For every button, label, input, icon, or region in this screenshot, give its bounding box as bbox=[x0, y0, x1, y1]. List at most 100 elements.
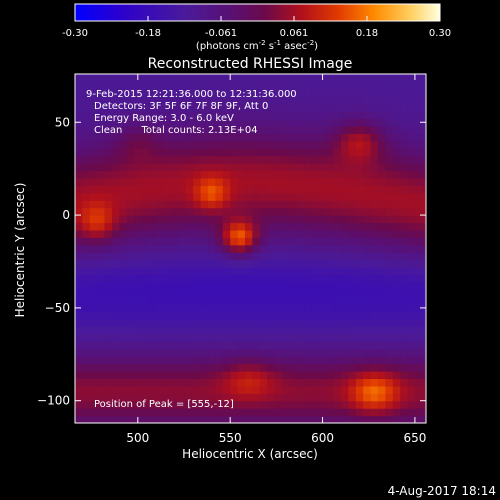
heatmap-cell bbox=[82, 304, 91, 313]
heatmap-cell bbox=[377, 274, 386, 283]
heatmap-cell bbox=[119, 185, 128, 194]
heatmap-cell bbox=[171, 207, 180, 216]
heatmap-cell bbox=[289, 170, 298, 179]
heatmap-cell bbox=[230, 393, 239, 402]
heatmap-cell bbox=[370, 163, 379, 172]
heatmap-cell bbox=[244, 311, 253, 320]
heatmap-cell bbox=[341, 244, 350, 253]
heatmap-cell bbox=[185, 326, 194, 335]
heatmap-cell bbox=[156, 363, 165, 372]
heatmap-cell bbox=[230, 118, 239, 127]
heatmap-cell bbox=[171, 74, 180, 83]
heatmap-cell bbox=[237, 393, 246, 402]
heatmap-cell bbox=[222, 356, 231, 365]
heatmap-cell bbox=[407, 148, 416, 157]
heatmap-cell bbox=[377, 207, 386, 216]
heatmap-cell bbox=[348, 125, 357, 135]
heatmap-cell bbox=[171, 356, 180, 365]
heatmap-cell bbox=[200, 125, 209, 135]
heatmap-cell bbox=[163, 192, 172, 201]
heatmap-cell bbox=[75, 415, 83, 423]
heatmap-cell bbox=[341, 207, 350, 216]
heatmap-cell bbox=[274, 274, 283, 283]
heatmap-cell bbox=[355, 125, 364, 135]
heatmap-cell bbox=[75, 177, 83, 186]
heatmap-cell bbox=[385, 274, 394, 283]
heatmap-cell bbox=[341, 252, 350, 261]
heatmap-cell bbox=[148, 155, 157, 164]
heatmap-cell bbox=[318, 341, 327, 350]
heatmap-cell bbox=[126, 177, 135, 186]
heatmap-cell bbox=[156, 252, 165, 261]
heatmap-cell bbox=[318, 348, 327, 357]
heatmap-cell bbox=[281, 148, 290, 157]
heatmap-cell bbox=[363, 177, 372, 186]
heatmap-cell bbox=[141, 415, 150, 423]
heatmap-cell bbox=[296, 281, 305, 290]
chart-title: Reconstructed RHESSI Image bbox=[148, 56, 353, 72]
heatmap-cell bbox=[414, 326, 423, 335]
heatmap-cell bbox=[111, 363, 120, 372]
heatmap-cell bbox=[385, 229, 394, 238]
heatmap-cell bbox=[193, 177, 202, 186]
heatmap-cell bbox=[200, 170, 209, 179]
heatmap-cell bbox=[355, 296, 364, 305]
heatmap-cell bbox=[363, 371, 372, 380]
heatmap-cell bbox=[237, 185, 246, 194]
heatmap-cell bbox=[422, 393, 426, 402]
heatmap-cell bbox=[407, 177, 416, 186]
heatmap-cell bbox=[89, 400, 98, 409]
heatmap-cell bbox=[348, 341, 357, 350]
heatmap-cell bbox=[422, 252, 426, 261]
heatmap-cell bbox=[111, 74, 120, 83]
heatmap-cell bbox=[237, 319, 246, 328]
heatmap-cell bbox=[208, 304, 216, 313]
heatmap-cell bbox=[252, 163, 261, 172]
heatmap-cell bbox=[289, 363, 298, 372]
heatmap-cell bbox=[407, 215, 416, 224]
heatmap-cell bbox=[341, 229, 350, 238]
heatmap-cell bbox=[208, 415, 216, 423]
heatmap-cell bbox=[281, 408, 290, 417]
heatmap-cell bbox=[259, 274, 268, 283]
heatmap-cell bbox=[348, 289, 357, 298]
heatmap-cell bbox=[126, 289, 135, 298]
heatmap-cell bbox=[134, 319, 143, 328]
heatmap-cell bbox=[208, 311, 216, 320]
heatmap-cell bbox=[237, 170, 246, 179]
heatmap-cell bbox=[148, 215, 157, 224]
heatmap-cell bbox=[215, 148, 224, 157]
heatmap-cell bbox=[222, 267, 231, 276]
heatmap-cell bbox=[296, 393, 305, 402]
heatmap-cell bbox=[119, 215, 128, 224]
heatmap-cell bbox=[252, 200, 261, 209]
heatmap-cell bbox=[185, 237, 194, 246]
heatmap-cell bbox=[289, 319, 298, 328]
heatmap-cell bbox=[148, 259, 157, 268]
heatmap-cell bbox=[230, 237, 239, 246]
heatmap-cell bbox=[377, 81, 386, 90]
heatmap-cell bbox=[178, 200, 187, 209]
heatmap-cell bbox=[304, 170, 313, 179]
heatmap-cell bbox=[355, 140, 364, 149]
heatmap-cell bbox=[370, 363, 379, 372]
heatmap-cell bbox=[97, 348, 106, 357]
heatmap-cell bbox=[333, 304, 342, 313]
heatmap-cell bbox=[304, 378, 313, 387]
heatmap-cell bbox=[222, 125, 231, 135]
heatmap-cell bbox=[178, 81, 187, 90]
heatmap-cell bbox=[178, 222, 187, 231]
heatmap-cell bbox=[400, 363, 409, 372]
heatmap-cell bbox=[171, 378, 180, 387]
heatmap-cell bbox=[259, 215, 268, 224]
heatmap-cell bbox=[385, 415, 394, 423]
heatmap-cell bbox=[141, 200, 150, 209]
heatmap-cell bbox=[363, 252, 372, 261]
heatmap-cell bbox=[377, 163, 386, 172]
heatmap-cell bbox=[215, 229, 224, 238]
heatmap-cell bbox=[185, 289, 194, 298]
heatmap-cell bbox=[89, 237, 98, 246]
heatmap-cell bbox=[259, 267, 268, 276]
heatmap-cell bbox=[244, 200, 253, 209]
heatmap-cell bbox=[377, 200, 386, 209]
